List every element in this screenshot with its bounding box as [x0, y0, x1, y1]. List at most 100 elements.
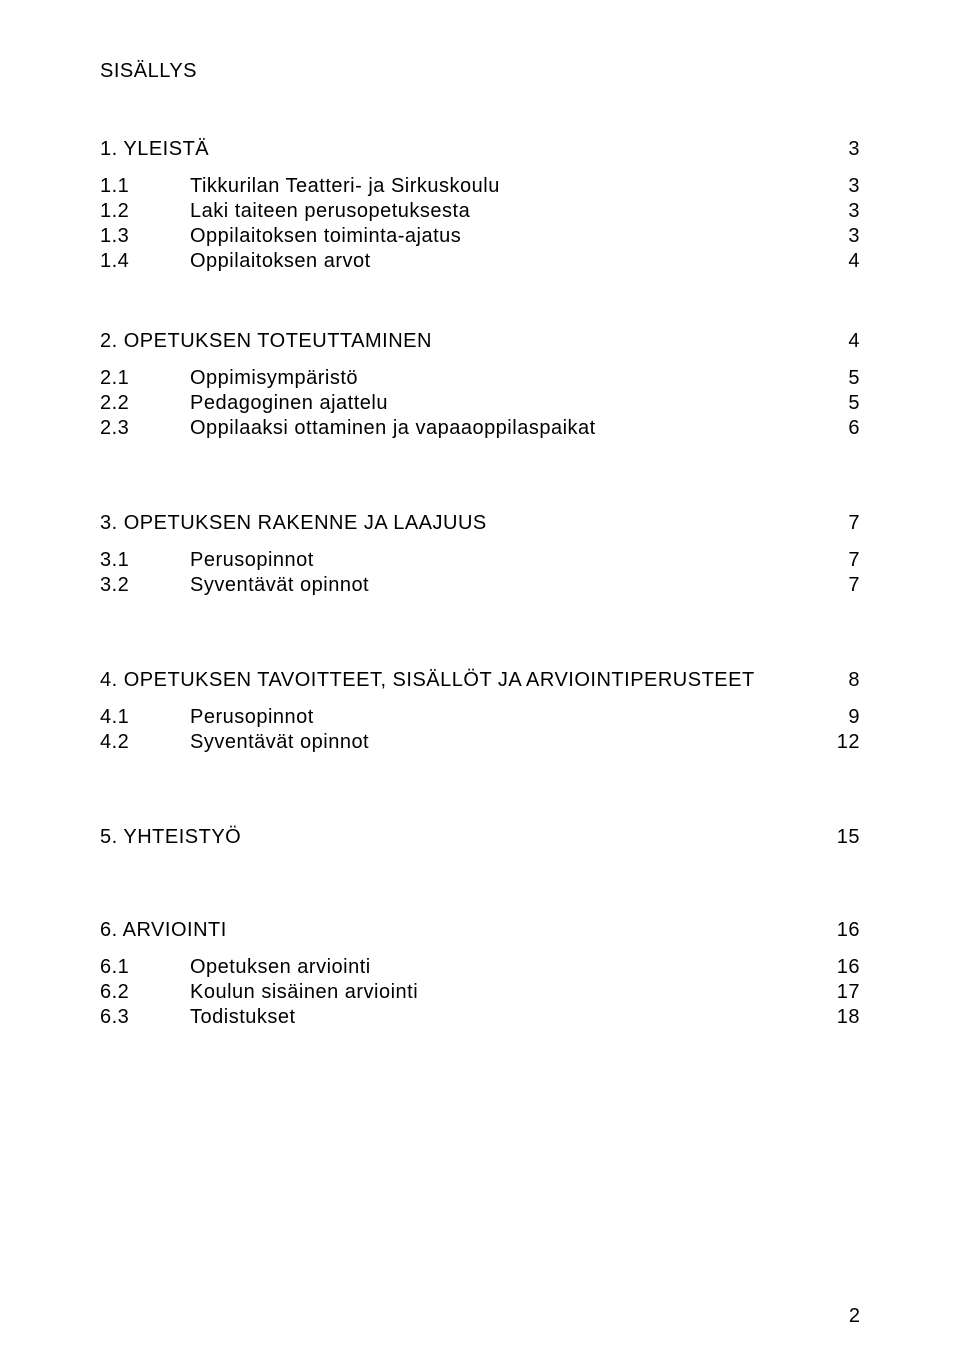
toc-row-left: 3.1 Perusopinnot — [100, 549, 314, 572]
toc-row: 1.2 Laki taiteen perusopetuksesta 3 — [100, 200, 860, 223]
page-number: 2 — [849, 1305, 860, 1328]
toc-row-label: Perusopinnot — [190, 706, 314, 729]
toc-row-num: 6.1 — [100, 956, 190, 979]
toc-row-left: 1.1 Tikkurilan Teatteri- ja Sirkuskoulu — [100, 175, 500, 198]
toc-row-page: 3 — [848, 175, 860, 198]
spacer — [100, 535, 860, 547]
toc-row: 4.1 Perusopinnot 9 — [100, 706, 860, 729]
toc-row-left: 6.3 Todistukset — [100, 1006, 296, 1029]
toc-row: 3.1 Perusopinnot 7 — [100, 549, 860, 572]
toc-row-left: 3.2 Syventävät opinnot — [100, 574, 369, 597]
toc-row-label: Oppilaaksi ottaminen ja vapaaoppilaspaik… — [190, 417, 596, 440]
section-heading-page: 15 — [837, 826, 860, 849]
toc-row-num: 1.4 — [100, 250, 190, 273]
toc-row-page: 6 — [848, 417, 860, 440]
toc-row-page: 3 — [848, 200, 860, 223]
toc-row-num: 1.2 — [100, 200, 190, 223]
toc-row: 6.3 Todistukset 18 — [100, 1006, 860, 1029]
section-heading-page: 3 — [848, 138, 860, 161]
section-heading-page: 4 — [848, 330, 860, 353]
section-heading: 4. OPETUKSEN TAVOITTEET, SISÄLLÖT JA ARV… — [100, 669, 860, 692]
toc-row-page: 17 — [837, 981, 860, 1004]
toc-row-page: 3 — [848, 225, 860, 248]
toc-row-num: 4.2 — [100, 731, 190, 754]
toc-row-num: 6.2 — [100, 981, 190, 1004]
toc-row-num: 2.2 — [100, 392, 190, 415]
toc-row-label: Koulun sisäinen arviointi — [190, 981, 418, 1004]
toc-row: 6.1 Opetuksen arviointi 16 — [100, 956, 860, 979]
toc-row: 4.2 Syventävät opinnot 12 — [100, 731, 860, 754]
section-heading-label: 2. OPETUKSEN TOTEUTTAMINEN — [100, 330, 432, 353]
spacer — [100, 442, 860, 512]
spacer — [100, 161, 860, 173]
toc-row-label: Perusopinnot — [190, 549, 314, 572]
spacer — [100, 849, 860, 919]
toc-row-left: 1.3 Oppilaitoksen toiminta-ajatus — [100, 225, 461, 248]
toc-row-left: 2.2 Pedagoginen ajattelu — [100, 392, 388, 415]
section-heading-label: 3. OPETUKSEN RAKENNE JA LAAJUUS — [100, 512, 487, 535]
spacer — [100, 275, 860, 330]
toc-page: SISÄLLYS 1. YLEISTÄ 3 1.1 Tikkurilan Tea… — [0, 0, 960, 1029]
spacer — [100, 756, 860, 826]
toc-row-num: 2.3 — [100, 417, 190, 440]
toc-row-label: Syventävät opinnot — [190, 731, 369, 754]
toc-row-page: 5 — [848, 392, 860, 415]
section-heading: 6. ARVIOINTI 16 — [100, 919, 860, 942]
section-heading-page: 16 — [837, 919, 860, 942]
spacer — [100, 599, 860, 669]
toc-row: 2.3 Oppilaaksi ottaminen ja vapaaoppilas… — [100, 417, 860, 440]
section-heading-label: 5. YHTEISTYÖ — [100, 826, 241, 849]
toc-row-label: Oppilaitoksen arvot — [190, 250, 371, 273]
toc-row-left: 4.2 Syventävät opinnot — [100, 731, 369, 754]
toc-row-page: 12 — [837, 731, 860, 754]
toc-row-num: 6.3 — [100, 1006, 190, 1029]
toc-row-left: 1.4 Oppilaitoksen arvot — [100, 250, 371, 273]
toc-row-left: 4.1 Perusopinnot — [100, 706, 314, 729]
toc-row-left: 6.1 Opetuksen arviointi — [100, 956, 371, 979]
section-heading-label: 4. OPETUKSEN TAVOITTEET, SISÄLLÖT JA ARV… — [100, 669, 755, 692]
section-heading: 3. OPETUKSEN RAKENNE JA LAAJUUS 7 — [100, 512, 860, 535]
toc-row-num: 3.2 — [100, 574, 190, 597]
toc-row-label: Opetuksen arviointi — [190, 956, 371, 979]
toc-row-label: Oppilaitoksen toiminta-ajatus — [190, 225, 461, 248]
toc-row-page: 7 — [848, 574, 860, 597]
toc-row-label: Pedagoginen ajattelu — [190, 392, 388, 415]
toc-row-left: 1.2 Laki taiteen perusopetuksesta — [100, 200, 470, 223]
toc-row-left: 6.2 Koulun sisäinen arviointi — [100, 981, 418, 1004]
toc-row-num: 1.1 — [100, 175, 190, 198]
section-heading-page: 7 — [848, 512, 860, 535]
toc-row: 6.2 Koulun sisäinen arviointi 17 — [100, 981, 860, 1004]
section-heading-label: 1. YLEISTÄ — [100, 138, 209, 161]
spacer — [100, 942, 860, 954]
toc-row-left: 2.3 Oppilaaksi ottaminen ja vapaaoppilas… — [100, 417, 596, 440]
toc-row-label: Todistukset — [190, 1006, 296, 1029]
toc-row: 1.4 Oppilaitoksen arvot 4 — [100, 250, 860, 273]
toc-row-label: Laki taiteen perusopetuksesta — [190, 200, 470, 223]
toc-row-label: Syventävät opinnot — [190, 574, 369, 597]
section-heading: 1. YLEISTÄ 3 — [100, 138, 860, 161]
toc-row-label: Oppimisympäristö — [190, 367, 358, 390]
toc-row: 3.2 Syventävät opinnot 7 — [100, 574, 860, 597]
toc-row-page: 16 — [837, 956, 860, 979]
section-heading: 2. OPETUKSEN TOTEUTTAMINEN 4 — [100, 330, 860, 353]
spacer — [100, 353, 860, 365]
section-heading-label: 6. ARVIOINTI — [100, 919, 227, 942]
toc-row-page: 9 — [848, 706, 860, 729]
section-heading: 5. YHTEISTYÖ 15 — [100, 826, 860, 849]
spacer — [100, 692, 860, 704]
toc-title: SISÄLLYS — [100, 60, 860, 83]
toc-row: 2.2 Pedagoginen ajattelu 5 — [100, 392, 860, 415]
toc-row-num: 3.1 — [100, 549, 190, 572]
toc-row: 2.1 Oppimisympäristö 5 — [100, 367, 860, 390]
toc-row: 1.1 Tikkurilan Teatteri- ja Sirkuskoulu … — [100, 175, 860, 198]
toc-row-num: 4.1 — [100, 706, 190, 729]
toc-row-page: 5 — [848, 367, 860, 390]
toc-row: 1.3 Oppilaitoksen toiminta-ajatus 3 — [100, 225, 860, 248]
toc-row-page: 7 — [848, 549, 860, 572]
toc-row-page: 18 — [837, 1006, 860, 1029]
toc-row-num: 1.3 — [100, 225, 190, 248]
toc-row-num: 2.1 — [100, 367, 190, 390]
toc-row-page: 4 — [848, 250, 860, 273]
toc-row-label: Tikkurilan Teatteri- ja Sirkuskoulu — [190, 175, 500, 198]
section-heading-page: 8 — [848, 669, 860, 692]
